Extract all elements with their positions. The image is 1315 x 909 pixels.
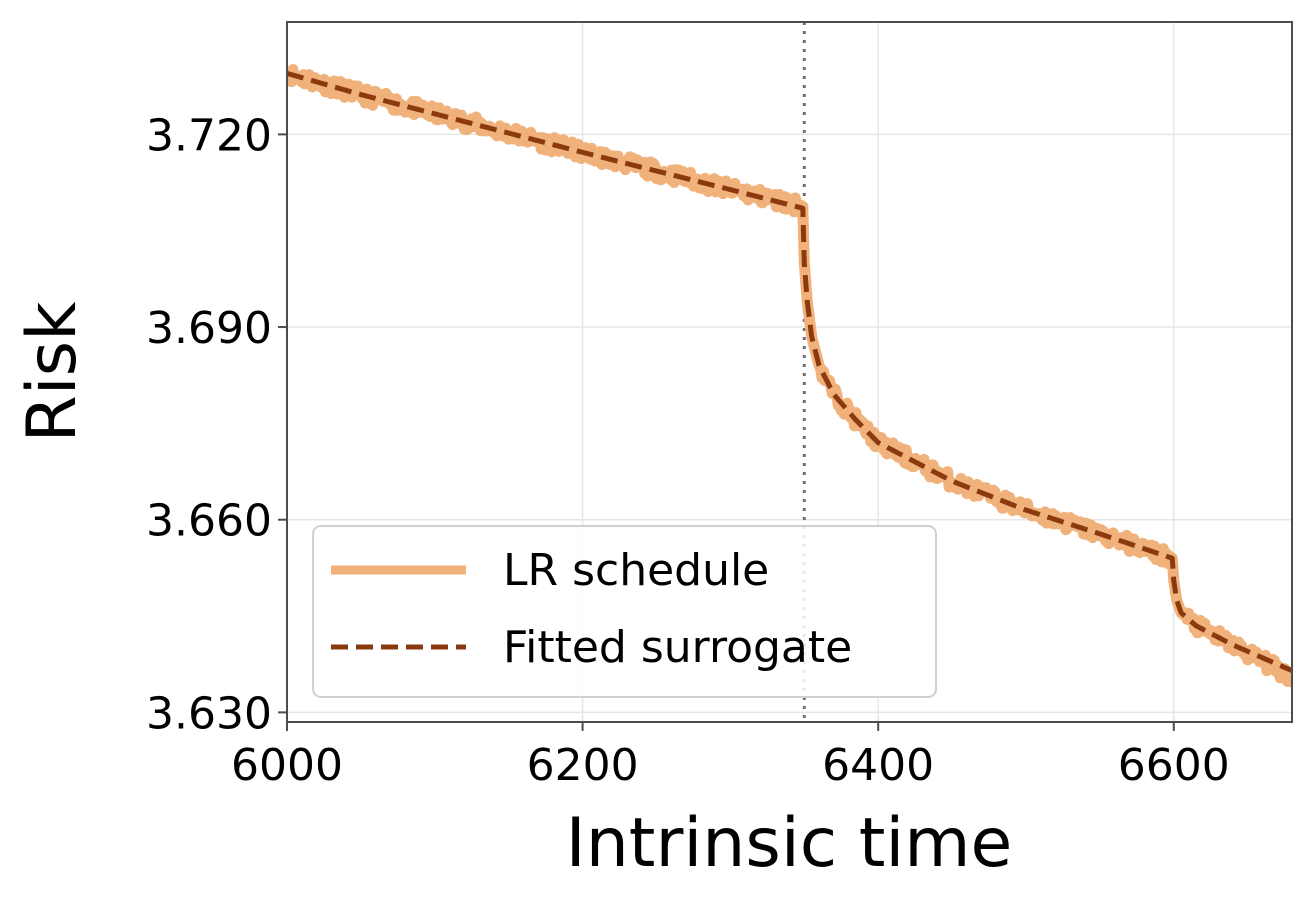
x-tick-label: 6400 xyxy=(822,740,934,791)
y-tick-label: 3.720 xyxy=(146,110,272,161)
x-axis-title: Intrinsic time xyxy=(566,804,1013,883)
legend-box xyxy=(312,525,937,698)
legend-label-lr-schedule: LR schedule xyxy=(503,545,769,596)
y-axis-title: Risk xyxy=(13,301,92,443)
series-layer xyxy=(287,64,1292,688)
x-axis-ticks: 6000 6200 6400 6600 xyxy=(231,722,1230,791)
plot-frame xyxy=(286,21,1293,723)
legend-label-fitted-surrogate: Fitted surrogate xyxy=(503,622,852,673)
x-tick-label: 6000 xyxy=(231,740,343,791)
y-tick-label: 3.660 xyxy=(146,496,272,547)
x-tick-label: 6600 xyxy=(1118,740,1230,791)
x-tick-label: 6200 xyxy=(527,740,639,791)
y-axis-ticks: 3.630 3.660 3.690 3.720 xyxy=(146,110,287,739)
y-gridlines xyxy=(287,133,1292,714)
legend: LR schedule Fitted surrogate xyxy=(312,525,937,698)
y-tick-label: 3.630 xyxy=(146,688,272,739)
series-fitted-surrogate-line xyxy=(287,70,1292,673)
y-tick-label: 3.690 xyxy=(146,303,272,354)
